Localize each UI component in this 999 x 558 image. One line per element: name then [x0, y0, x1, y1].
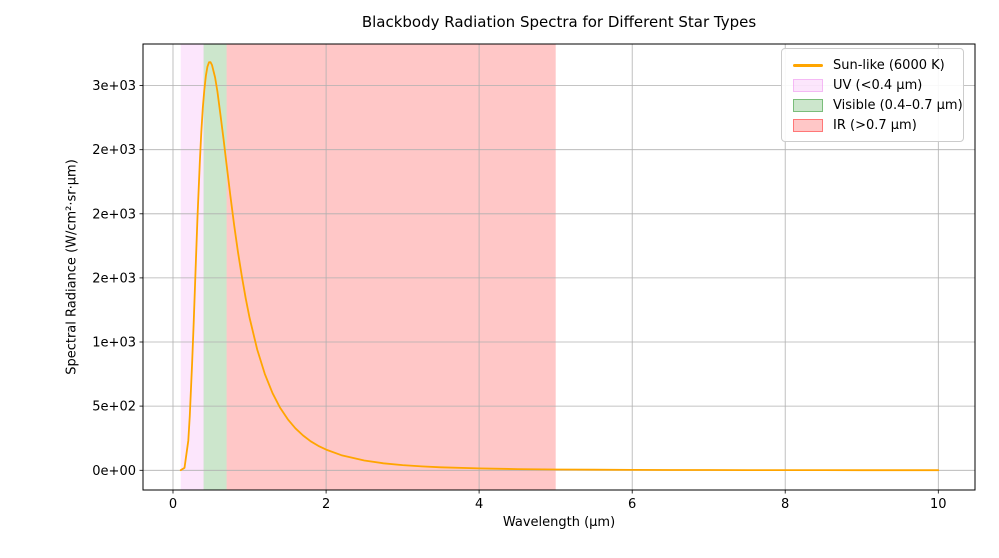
- legend-line-swatch-sun-like: [793, 63, 823, 67]
- ir-band: [226, 44, 556, 490]
- legend-item-visible: Visible (0.4–0.7 μm): [793, 95, 963, 115]
- x-tick-label: 6: [628, 497, 636, 512]
- x-tick-label: 8: [781, 497, 789, 512]
- x-tick-label: 10: [930, 497, 947, 512]
- visible-band: [203, 44, 227, 490]
- legend-patch-swatch-uv: [793, 78, 823, 92]
- planck-curve-sun-like: [179, 61, 940, 472]
- legend-item-ir: IR (>0.7 μm): [793, 115, 953, 135]
- y-axis-label: Spectral Radiance (W/cm²·sr·μm): [64, 159, 80, 375]
- uv-band: [180, 44, 204, 490]
- y-tick-label: 2e+03: [92, 207, 136, 222]
- legend-label-ir: IR (>0.7 μm): [833, 117, 917, 133]
- y-tick-label: 3e+03: [92, 79, 136, 94]
- x-axis-label: Wavelength (μm): [502, 515, 616, 530]
- legend-label-sun-like: Sun-like (6000 K): [833, 57, 945, 73]
- chart-title: Blackbody Radiation Spectra for Differen…: [361, 13, 757, 31]
- x-tick-label: 0: [169, 497, 177, 512]
- legend-item-uv: UV (<0.4 μm): [793, 75, 953, 95]
- legend-label-uv: UV (<0.4 μm): [833, 77, 923, 93]
- x-tick-label: 4: [475, 497, 483, 512]
- legend-item-sun-like: Sun-like (6000 K): [793, 55, 953, 75]
- axes-spines: [142, 43, 976, 491]
- y-tick-label: 5e+02: [92, 400, 136, 415]
- legend: Sun-like (6000 K) UV (<0.4 μm) Visible (…: [781, 48, 964, 142]
- y-tick-label: 1e+03: [92, 336, 136, 351]
- legend-patch-swatch-visible: [793, 98, 823, 112]
- x-tick-label: 2: [322, 497, 330, 512]
- y-tick-label: 2e+03: [92, 271, 136, 286]
- legend-patch-swatch-ir: [793, 118, 823, 132]
- legend-label-visible: Visible (0.4–0.7 μm): [833, 97, 963, 113]
- y-tick-label: 0e+00: [92, 464, 136, 479]
- y-tick-label: 2e+03: [92, 143, 136, 158]
